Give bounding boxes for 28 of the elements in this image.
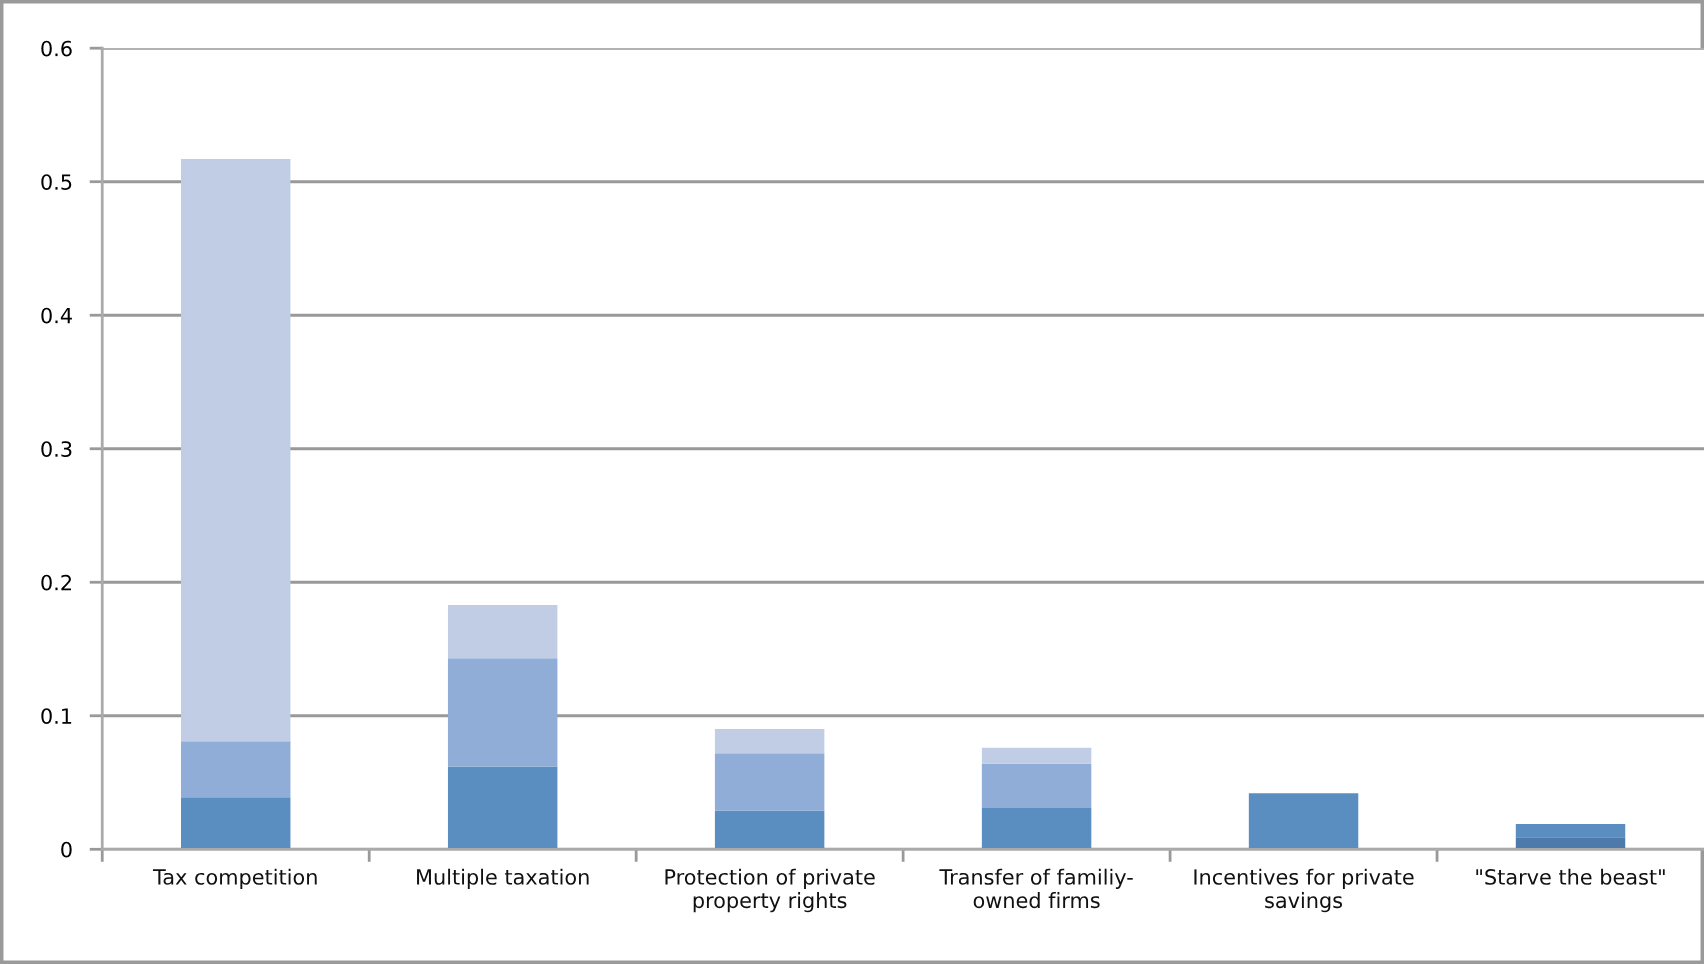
x-tick-label: Tax competition (152, 868, 317, 889)
bar (981, 747, 1092, 764)
y-tick-label: 0 (61, 841, 72, 858)
bar (1515, 823, 1626, 838)
bar (447, 658, 558, 767)
bar (714, 810, 825, 850)
bar (1515, 837, 1626, 850)
y-tick-label: 0.3 (41, 441, 72, 457)
y-tick-label: 0.5 (41, 174, 72, 190)
bar (714, 729, 825, 754)
x-tick-label: Protection of private property rights (665, 868, 875, 913)
bar (981, 807, 1092, 850)
bar (180, 159, 291, 742)
x-tick-label: Multiple taxation (417, 868, 589, 889)
bar (714, 753, 825, 811)
bar (981, 763, 1092, 808)
bar (447, 766, 558, 850)
y-tick-label: 0.6 (41, 40, 72, 57)
x-tick-label: "Starve the beast" (1476, 868, 1665, 885)
bar (180, 797, 291, 850)
bar (447, 604, 558, 659)
y-tick-label: 0.1 (41, 708, 72, 724)
y-tick-label: 0.4 (41, 307, 72, 324)
bar (1248, 793, 1359, 850)
x-tick-label: Transfer of familiy- owned firms (939, 868, 1133, 909)
y-tick-label: 0.2 (41, 574, 71, 591)
bar (180, 741, 291, 798)
x-tick-label: Incentives for private savings (1194, 868, 1414, 913)
